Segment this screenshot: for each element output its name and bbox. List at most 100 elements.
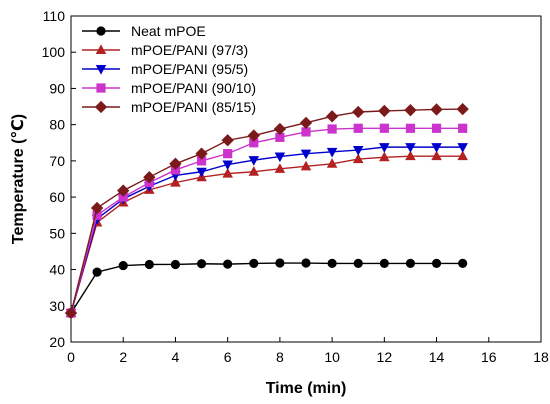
- series-line: [70, 262, 463, 314]
- y-tick-label: 90: [49, 80, 65, 96]
- x-tick-label: 18: [533, 349, 549, 365]
- data-point: [64, 306, 78, 320]
- data-point: [274, 152, 286, 163]
- series-0: [66, 258, 468, 318]
- series-layer: [64, 102, 469, 320]
- data-point: [352, 105, 365, 119]
- x-tick-label: 2: [119, 349, 127, 365]
- data-point: [431, 150, 442, 161]
- data-point: [249, 258, 259, 268]
- data-point: [456, 102, 469, 116]
- y-tick-label: 50: [49, 225, 65, 241]
- data-point: [195, 147, 208, 160]
- data-point: [458, 123, 468, 133]
- data-point: [378, 104, 391, 118]
- legend-label: mPOE/PANI (85/15): [131, 99, 256, 115]
- series-line: [70, 108, 463, 314]
- data-point: [301, 258, 311, 268]
- x-axis-label: Time (min): [266, 380, 347, 397]
- y-tick-label: 110: [43, 8, 66, 24]
- x-tick-label: 16: [481, 349, 497, 365]
- series-4: [64, 102, 469, 320]
- data-point: [353, 123, 363, 133]
- data-point: [404, 104, 417, 117]
- data-point: [379, 151, 390, 162]
- data-point: [326, 158, 338, 168]
- legend-label: Neat mPOE: [131, 23, 206, 39]
- y-tick-label: 40: [49, 262, 65, 278]
- series-1: [65, 150, 468, 318]
- data-point: [247, 129, 260, 142]
- data-point: [405, 143, 416, 153]
- legend: Neat mPOE mPOE/PANI (97/3) mPOE/PANI (95/5…: [82, 23, 256, 115]
- data-point: [196, 259, 207, 269]
- y-tick-label: 20: [49, 334, 65, 350]
- data-point: [223, 259, 233, 269]
- series-line: [70, 146, 463, 314]
- data-point: [221, 134, 234, 147]
- data-point: [431, 143, 442, 153]
- data-point: [196, 167, 207, 178]
- y-tick-label: 30: [49, 298, 65, 314]
- data-point: [273, 122, 287, 136]
- data-point: [275, 258, 285, 268]
- data-point: [117, 184, 130, 197]
- series-line: [70, 155, 463, 314]
- data-point: [405, 258, 416, 268]
- data-point: [300, 160, 312, 171]
- legend-entry: Neat mPOE: [82, 23, 206, 39]
- data-point: [457, 143, 468, 153]
- legend-entry: mPOE/PANI (90/10): [82, 80, 256, 96]
- data-point: [353, 258, 363, 268]
- plot-frame: [70, 15, 542, 343]
- data-point: [326, 147, 338, 158]
- data-point: [223, 149, 233, 159]
- data-point: [170, 176, 181, 187]
- legend-marker: [96, 26, 106, 36]
- data-point: [379, 258, 389, 268]
- data-point: [458, 258, 468, 268]
- x-tick-label: 4: [172, 349, 180, 365]
- data-point: [300, 149, 312, 160]
- data-point: [248, 166, 260, 176]
- data-point: [405, 123, 416, 133]
- y-axis-label: Temperature (℃): [10, 114, 27, 244]
- legend-entry: mPOE/PANI (97/3): [82, 42, 248, 58]
- x-tick-label: 14: [429, 349, 445, 365]
- series-line: [70, 127, 463, 314]
- data-point: [169, 157, 182, 170]
- data-point: [144, 259, 154, 270]
- data-point: [352, 153, 364, 164]
- data-point: [274, 163, 286, 173]
- x-tick-label: 0: [67, 349, 75, 365]
- legend-label: mPOE/PANI (90/10): [131, 80, 256, 96]
- axes: 0 2 4 6 8 10 12 14 16 18 20 30 40 50 60 70 80 90 100 110: [42, 8, 549, 365]
- legend-marker: [95, 65, 107, 75]
- data-point: [457, 150, 468, 161]
- data-point: [325, 110, 339, 123]
- y-tick-label: 80: [49, 117, 65, 133]
- legend-marker: [94, 100, 108, 114]
- data-point: [92, 267, 102, 277]
- y-tick-label: 60: [49, 189, 65, 205]
- data-point: [327, 124, 337, 134]
- data-point: [405, 150, 416, 161]
- legend-label: mPOE/PANI (95/5): [131, 61, 248, 77]
- data-point: [327, 258, 337, 268]
- y-tick-label: 100: [42, 44, 66, 60]
- x-tick-label: 12: [377, 349, 393, 365]
- data-point: [379, 143, 390, 153]
- legend-entry: mPOE/PANI (85/15): [82, 99, 256, 115]
- data-point: [431, 258, 442, 268]
- x-tick-label: 8: [276, 349, 284, 365]
- data-point: [170, 259, 181, 270]
- data-point: [299, 116, 313, 130]
- data-point: [430, 103, 443, 116]
- legend-marker: [95, 44, 107, 54]
- y-tick-label: 70: [49, 153, 65, 169]
- data-point: [222, 160, 233, 171]
- plot-area: [70, 15, 542, 343]
- legend-marker: [96, 83, 106, 93]
- data-point: [222, 167, 233, 178]
